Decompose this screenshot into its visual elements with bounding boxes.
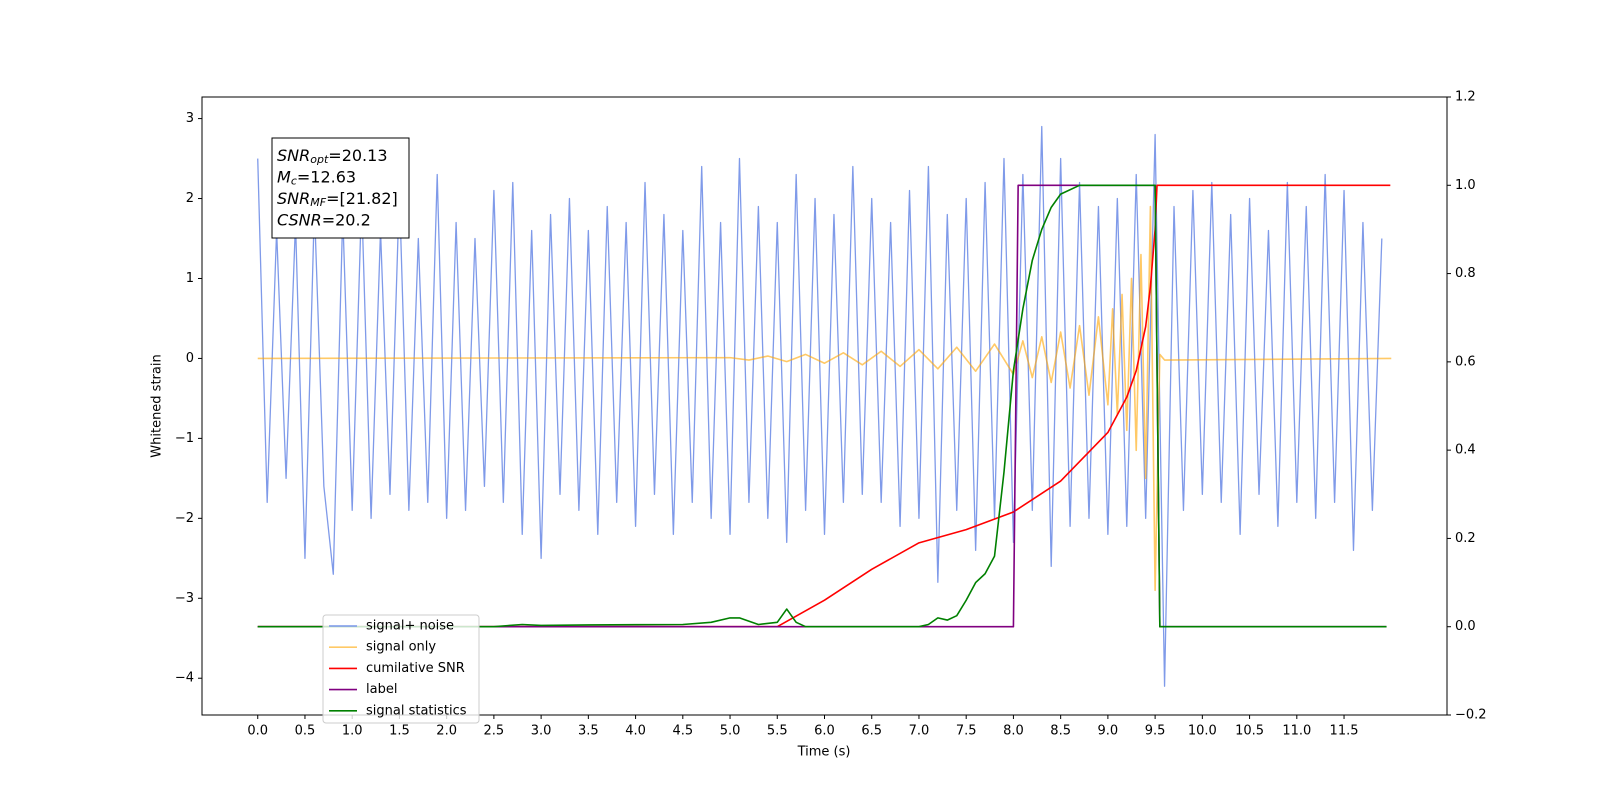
- y2-tick-label: 0.4: [1455, 443, 1476, 458]
- annotation-value: =[21.82]: [326, 189, 398, 208]
- x-tick-label: 4.0: [625, 724, 646, 739]
- legend-label: label: [366, 682, 397, 697]
- x-tick-label: 1.0: [342, 724, 363, 739]
- annotation: SNRMF=[21.82]: [277, 189, 398, 210]
- y2-tick-label: 0.0: [1455, 619, 1476, 634]
- x-tick-label: 3.0: [531, 724, 552, 739]
- series-line: [257, 125, 1383, 687]
- series-line: [257, 205, 1392, 592]
- annotation-subscript: opt: [310, 153, 329, 166]
- legend-label: signal+ noise: [366, 619, 454, 634]
- x-tick-label: 11.5: [1330, 724, 1359, 739]
- y2-tick-label: 1.0: [1455, 178, 1476, 193]
- x-tick-label: 9.0: [1098, 724, 1119, 739]
- annotation-subscript: MF: [310, 196, 326, 209]
- series-line: [257, 184, 1387, 628]
- legend-box: [322, 614, 480, 724]
- y2-tick-label: −0.2: [1455, 708, 1487, 723]
- y-axis-label: Whitened strain: [150, 354, 165, 457]
- y2-tick-label: 0.6: [1455, 354, 1476, 369]
- annotation-value: =12.63: [297, 167, 356, 186]
- y-tick-label: 3: [186, 111, 194, 126]
- x-tick-label: 5.5: [767, 724, 788, 739]
- x-tick-label: 7.5: [956, 724, 977, 739]
- y2-tick-label: 1.2: [1455, 90, 1476, 105]
- annotation: CSNR=20.2: [277, 210, 371, 229]
- x-tick-label: 11.0: [1282, 724, 1311, 739]
- y-tick-label: −2: [175, 511, 194, 526]
- annotation-box: [271, 137, 410, 239]
- y-tick-label: 0: [186, 351, 194, 366]
- y-tick-label: 2: [186, 191, 194, 206]
- annotation-value: =20.2: [322, 210, 371, 229]
- y-tick-label: −4: [175, 671, 194, 686]
- x-tick-label: 3.5: [578, 724, 599, 739]
- x-axis-label: Time (s): [797, 745, 851, 760]
- x-tick-label: 6.0: [814, 724, 835, 739]
- x-tick-label: 9.5: [1145, 724, 1166, 739]
- x-tick-label: 2.0: [436, 724, 457, 739]
- annotation: SNRopt=20.13: [277, 146, 388, 167]
- annotation-symbol: SNR: [277, 146, 310, 165]
- annotation-symbol: SNR: [277, 189, 310, 208]
- x-tick-label: 1.5: [389, 724, 410, 739]
- x-tick-label: 0.5: [295, 724, 316, 739]
- x-tick-label: 8.5: [1050, 724, 1071, 739]
- x-tick-label: 6.5: [861, 724, 882, 739]
- x-tick-label: 4.5: [672, 724, 693, 739]
- x-tick-label: 10.5: [1235, 724, 1264, 739]
- legend-label: signal only: [366, 640, 436, 655]
- y-tick-label: −1: [175, 431, 194, 446]
- x-tick-label: 8.0: [1003, 724, 1024, 739]
- x-tick-label: 7.0: [909, 724, 930, 739]
- y-tick-label: −3: [175, 591, 194, 606]
- series-line: [257, 184, 1391, 628]
- annotation: Mc=12.63: [277, 167, 356, 188]
- annotation-symbol: CSNR: [277, 210, 322, 229]
- series-line: [257, 184, 1387, 628]
- x-tick-label: 5.0: [720, 724, 741, 739]
- annotation-subscript: c: [291, 175, 297, 188]
- x-tick-label: 2.5: [484, 724, 505, 739]
- y2-tick-label: 0.2: [1455, 531, 1476, 546]
- legend-label: signal statistics: [366, 703, 467, 718]
- y-tick-label: 1: [186, 271, 194, 286]
- legend-label: cumilative SNR: [366, 661, 465, 676]
- annotation-value: =20.13: [328, 146, 387, 165]
- x-tick-label: 10.0: [1188, 724, 1217, 739]
- annotation-symbol: M: [277, 167, 291, 186]
- x-tick-label: 0.0: [247, 724, 268, 739]
- y2-tick-label: 0.8: [1455, 266, 1476, 281]
